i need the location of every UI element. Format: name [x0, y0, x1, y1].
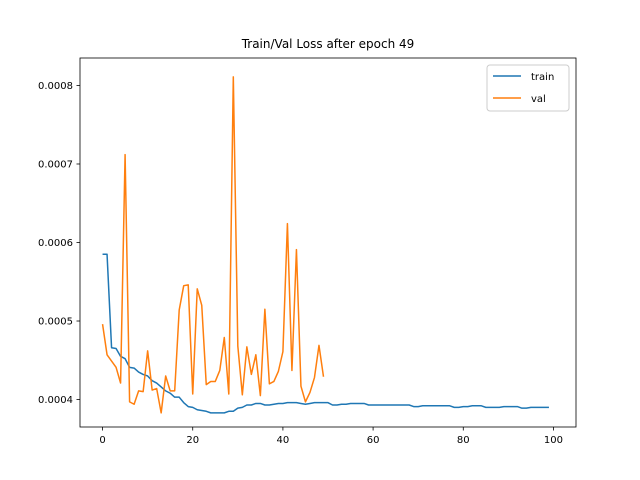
series-line-val — [101, 76, 325, 414]
y-tick-label: 0.0005 — [38, 317, 73, 328]
x-tick-label: 20 — [186, 435, 199, 446]
legend-box — [486, 64, 570, 112]
series-line-train — [102, 253, 549, 414]
y-tick-label: 0.0007 — [38, 159, 73, 170]
legend-label-train: train — [531, 72, 554, 83]
legend-label-val: val — [531, 94, 546, 105]
y-tick-label: 0.0006 — [38, 238, 73, 249]
y-tick-label: 0.0004 — [38, 395, 73, 406]
x-tick-label: 0 — [99, 435, 105, 446]
legend: train val — [486, 64, 570, 112]
y-tick-label: 0.0008 — [38, 81, 73, 92]
y-axis-ticks: 0.0004 0.0005 0.0006 0.0007 0.0008 — [38, 81, 80, 406]
x-tick-label: 80 — [457, 435, 470, 446]
chart-title: Train/Val Loss after epoch 49 — [241, 37, 415, 51]
x-tick-label: 100 — [544, 435, 563, 446]
plot-lines — [101, 76, 549, 414]
x-tick-label: 60 — [367, 435, 380, 446]
x-axis-ticks: 0 20 40 60 80 100 — [99, 427, 563, 446]
x-tick-label: 40 — [277, 435, 290, 446]
